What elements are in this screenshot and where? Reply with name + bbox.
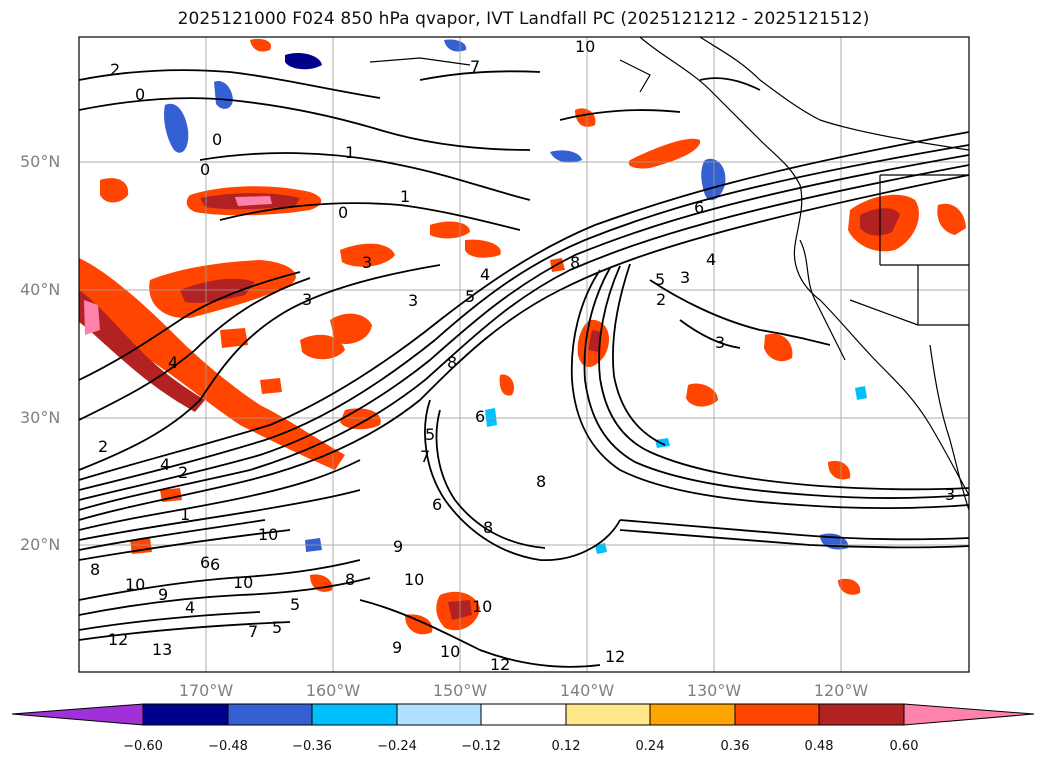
contour-label: 5 [290,595,300,614]
contour-label: 4 [168,353,178,372]
colorbar-segment [142,703,229,726]
contour-label: 4 [185,598,195,617]
contour-label: 4 [480,265,490,284]
contour-label: 5 [425,425,435,444]
contour-label: 3 [715,333,725,352]
lon-label-130w: 130°W [686,681,742,700]
contour-label: 10 [258,525,278,544]
contour-label: 10 [404,570,424,589]
contour-label: 8 [447,353,457,372]
contour-label: 2 [656,290,666,309]
colorbar-segment [227,703,313,726]
contour-label: 9 [393,537,403,556]
contour-label: 5 [272,618,282,637]
colorbar-tick-label: 0.24 [635,739,665,754]
colorbar-segment [818,703,905,726]
colorbar-tick-label: 0.48 [804,739,834,754]
contour-label: 12 [605,647,625,666]
colorbar-tick-label: 0.12 [551,739,581,754]
lon-label-140w: 140°W [559,681,615,700]
contour-label: 6 [200,553,210,572]
contour-label: 5 [465,287,475,306]
contour-label: 1 [345,143,355,162]
contour-label: 6 [432,495,442,514]
contour-label: 2 [98,437,108,456]
colorbar-tick-label: 0.36 [720,739,750,754]
contour-label: 8 [536,472,546,491]
colorbar-segment [396,703,482,726]
contour-lines [79,69,969,668]
contour-label: 7 [248,622,258,641]
contour-label: 4 [160,455,170,474]
contour-label: 9 [392,638,402,657]
contour-label: 6 [475,407,485,426]
lon-label-160w: 160°W [305,681,361,700]
map-frame [78,36,970,673]
contour-label: 6 [694,198,704,217]
contour-label: 7 [420,447,430,466]
lat-label-50n: 50°N [20,152,61,171]
contour-label: 2 [178,463,188,482]
lat-label-30n: 30°N [20,408,61,427]
colorbar-extend-min [11,703,144,726]
contour-label: 4 [706,250,716,269]
contour-label: 3 [945,485,955,504]
lon-label-150w: 150°W [432,681,488,700]
colorbar [11,703,1035,726]
contour-label: 12 [108,630,128,649]
figure-title: 2025121000 F024 850 hPa qvapor, IVT Land… [177,9,870,29]
contour-label: 13 [152,640,172,659]
coastline [369,37,969,511]
contour-label: 0 [200,160,210,179]
contour-label: 0 [212,130,222,149]
colorbar-extend-max [903,703,1035,726]
contour-label: 12 [490,655,510,674]
contour-label: 8 [345,570,355,589]
contour-label: 0 [135,85,145,104]
contour-label: 3 [408,291,418,310]
contour-label-group: 2 0 1 0 0 1 0 10 8 6 7 5 3 4 3 3 5 4 8 6… [90,37,955,674]
contour-label: 6 [210,555,220,574]
contour-label: 5 [655,270,665,289]
graticule [79,37,969,672]
colorbar-tick-label: −0.48 [208,739,248,754]
contour-label: 10 [440,642,460,661]
contour-label: 10 [472,597,492,616]
contour-label: 1 [180,505,190,524]
colorbar-segment [734,703,820,726]
colorbar-tick-label: −0.60 [123,739,163,754]
colorbar-segment [565,703,651,726]
contour-label: 0 [338,203,348,222]
contour-label: 7 [470,57,480,76]
colorbar-tick-label: −0.12 [461,739,501,754]
contour-label: 2 [110,60,120,79]
contour-label: 9 [158,585,168,604]
lat-label-20n: 20°N [20,535,61,554]
colorbar-tick-label: −0.36 [292,739,332,754]
contour-label: 10 [575,37,595,56]
lat-label-40n: 40°N [20,280,61,299]
map-plot-area [79,37,969,672]
lon-label-170w: 170°W [178,681,234,700]
contour-label: 10 [233,573,253,592]
contour-label: 8 [570,253,580,272]
qvapor-fill-positive [79,38,966,635]
colorbar-segment [311,703,398,726]
colorbar-tick-label: 0.60 [889,739,919,754]
lon-label-120w: 120°W [813,681,869,700]
contour-label: 8 [483,518,493,537]
contour-label: 8 [90,560,100,579]
colorbar-segment [649,703,736,726]
contour-label: 1 [400,187,410,206]
colorbar-segment [480,703,567,726]
contour-label: 3 [680,268,690,287]
contour-label: 3 [362,253,372,272]
contour-label: 10 [125,575,145,594]
colorbar-tick-label: −0.24 [377,739,417,754]
contour-label: 3 [302,290,312,309]
